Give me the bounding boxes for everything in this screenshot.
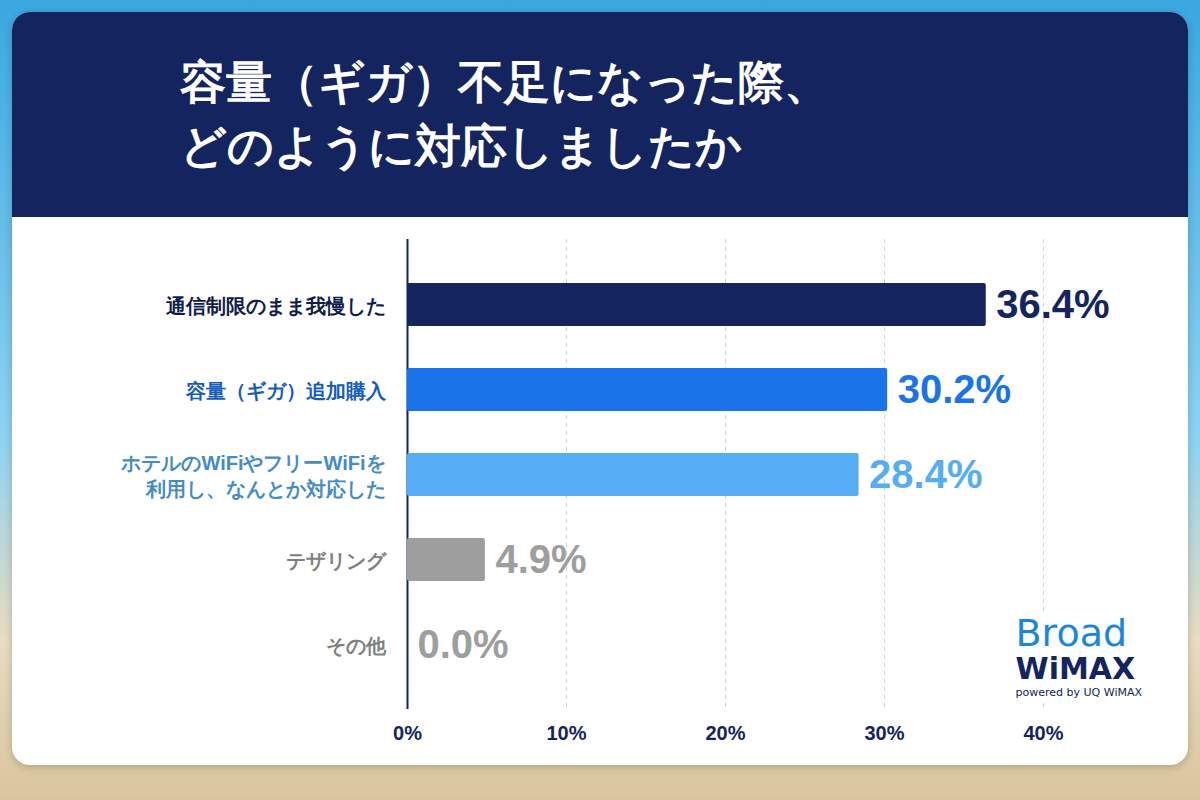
svg-text:10%: 10% bbox=[546, 722, 586, 744]
svg-text:28.4%: 28.4% bbox=[869, 452, 982, 496]
svg-text:ホテルのWiFiやフリーWiFiを利用し、なんとか対応した: ホテルのWiFiやフリーWiFiを利用し、なんとか対応した bbox=[120, 452, 385, 500]
html-text:Broad: Broad bbox=[1015, 611, 1128, 655]
html-text:WiMAX: WiMAX bbox=[1015, 651, 1136, 686]
svg-text:0.0%: 0.0% bbox=[418, 622, 509, 666]
svg-text:20%: 20% bbox=[705, 722, 745, 744]
svg-text:40%: 40% bbox=[1023, 722, 1063, 744]
svg-text:4.9%: 4.9% bbox=[495, 537, 586, 581]
html-text:容量（ギガ）不足になった際、どのように対応しましたか: 容量（ギガ）不足になった際、どのように対応しましたか bbox=[180, 55, 830, 173]
html-text:powered by UQ WiMAX: powered by UQ WiMAX bbox=[1015, 686, 1142, 699]
svg-text:通信制限のまま我慢した: 通信制限のまま我慢した bbox=[165, 295, 386, 317]
svg-text:36.4%: 36.4% bbox=[996, 282, 1109, 326]
svg-text:0%: 0% bbox=[393, 722, 422, 744]
svg-text:容量（ギガ）追加購入: 容量（ギガ）追加購入 bbox=[185, 380, 387, 402]
svg-text:テザリング: テザリング bbox=[286, 550, 387, 572]
svg-text:30.2%: 30.2% bbox=[898, 367, 1011, 411]
svg-text:30%: 30% bbox=[864, 722, 904, 744]
svg-text:その他: その他 bbox=[326, 635, 387, 657]
